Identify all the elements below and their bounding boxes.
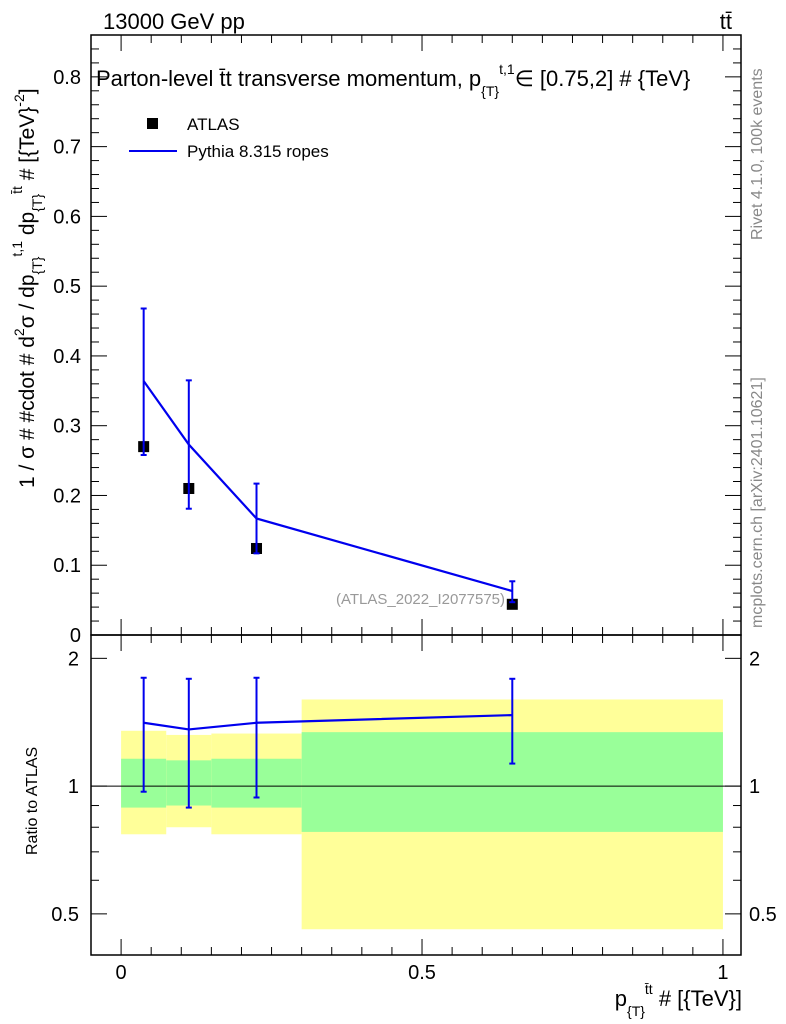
pythia-series-line <box>142 380 513 593</box>
ratio-y-tick-label-right: 1 <box>749 776 760 798</box>
atlas-data-point <box>506 598 518 610</box>
ratio-y-tick-label: 0.5 <box>51 904 79 926</box>
legend-label-atlas: ATLAS <box>187 115 240 134</box>
main-y-axis-label: 1 / σ # #cdot # d2σ / dp{T}t,1 dp{T}t̄t … <box>9 88 45 488</box>
y-tick-label: 0.6 <box>53 206 81 228</box>
legend: ATLAS Pythia 8.315 ropes <box>129 115 329 161</box>
ratio-y-ticks: 0.5 0.5 1 1 2 2 <box>51 648 777 926</box>
y-tick-label: 0.2 <box>53 485 81 507</box>
x-tick-label: 1 <box>717 962 728 984</box>
ratio-y-tick-label-right: 2 <box>749 648 760 670</box>
y-tick-label: 0.4 <box>53 346 81 368</box>
main-plot-data <box>138 307 518 610</box>
ratio-uncertainty-bands <box>121 699 723 930</box>
ratio-panel-frame <box>90 634 742 956</box>
ratio-series-line <box>143 713 513 731</box>
x-axis-label: p{T}t̄t # [{TeV}] <box>615 981 742 1019</box>
y-tick-label: 0.7 <box>53 137 81 159</box>
legend-marker-atlas <box>147 118 158 129</box>
ratio-y-axis-label: Ratio to ATLAS <box>24 747 41 855</box>
ratio-panel: 0.5 0.51 12 2 0 0.5 1 Ratio to ATLAS p{T}t̄t … <box>24 634 777 1019</box>
y-tick-label: 0.3 <box>53 416 81 438</box>
y-tick-label: 0.1 <box>53 555 81 577</box>
process-label: tt̄ <box>720 9 732 34</box>
main-plot-title: Parton-level t̄t transverse momentum, p{… <box>96 61 690 99</box>
ratio-y-tick-label-right: 0.5 <box>749 904 777 926</box>
x-tick-label: 0 <box>116 962 127 984</box>
main-y-ticks: 0 0.1 0.2 0.3 0.4 0.5 0.6 0.7 0.8 <box>53 48 741 647</box>
ratio-x-ticks: 0 0.5 1 <box>90 635 729 984</box>
main-x-ticks <box>90 35 724 635</box>
y-tick-label: 0.5 <box>53 276 81 298</box>
main-panel: 0 0.1 0.2 0.3 0.4 0.5 0.6 0.7 0.8 Parton-level t… <box>9 34 742 647</box>
ratio-y-tick-label: 1 <box>68 776 79 798</box>
analysis-watermark: (ATLAS_2022_I2077575) <box>336 591 505 608</box>
y-tick-label: 0 <box>70 625 81 647</box>
ratio-y-tick-label: 2 <box>68 648 79 670</box>
y-tick-label: 0.8 <box>53 67 81 89</box>
legend-label-pythia: Pythia 8.315 ropes <box>187 142 329 161</box>
x-tick-label: 0.5 <box>408 962 436 984</box>
mcplots-label: mcplots.cern.ch [arXiv:2401.10621] <box>749 377 766 628</box>
energy-label: 13000 GeV pp <box>103 9 245 34</box>
rivet-version-label: Rivet 4.1.0, 100k events <box>749 68 766 240</box>
ratio-plot-data <box>140 676 516 809</box>
